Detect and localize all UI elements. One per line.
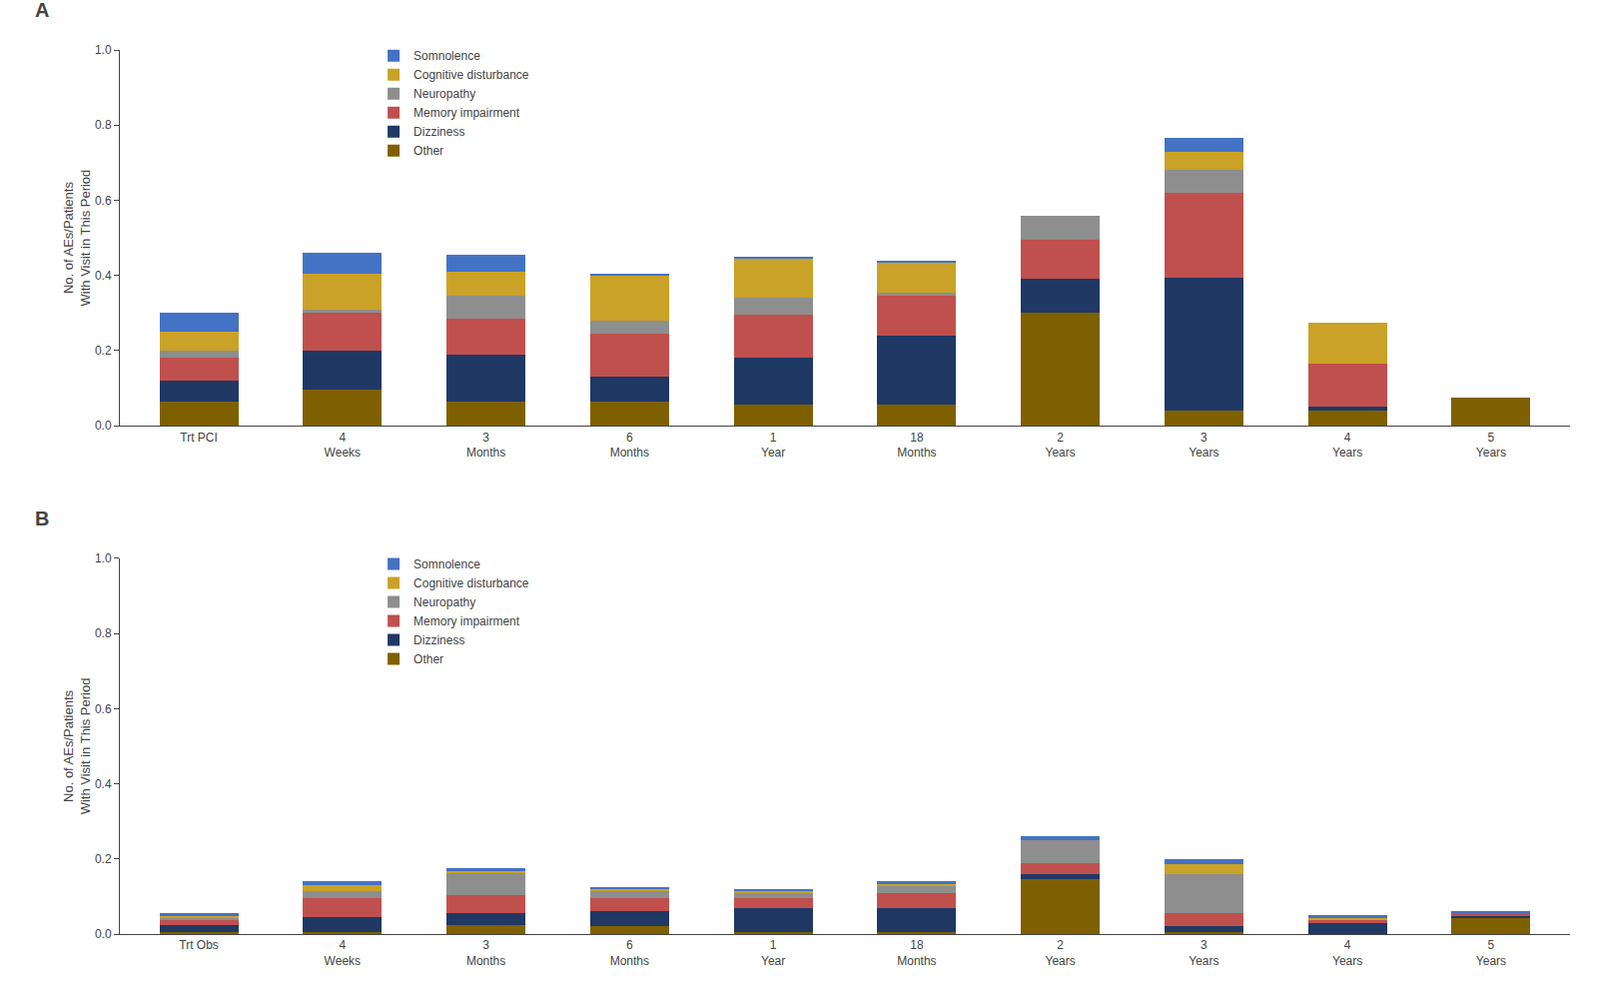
svg-text:Trt Obs: Trt Obs	[178, 937, 219, 952]
svg-text:5Years: 5Years	[1476, 430, 1507, 461]
svg-text:18Months: 18Months	[896, 430, 936, 461]
svg-text:1.0: 1.0	[94, 551, 112, 566]
svg-text:2Years: 2Years	[1045, 430, 1076, 461]
svg-text:0.8: 0.8	[94, 117, 112, 132]
svg-text:0.4: 0.4	[94, 777, 112, 792]
svg-text:4Weeks: 4Weeks	[324, 430, 361, 461]
svg-text:1.0: 1.0	[94, 42, 112, 57]
svg-text:6Months: 6Months	[610, 937, 650, 968]
svg-text:2Years: 2Years	[1045, 937, 1076, 968]
svg-text:1Year: 1Year	[761, 937, 786, 968]
svg-text:0.2: 0.2	[94, 343, 112, 358]
svg-text:Other: Other	[413, 143, 444, 158]
svg-text:Somnolence: Somnolence	[413, 557, 481, 572]
svg-text:Cognitive disturbance: Cognitive disturbance	[413, 67, 530, 82]
svg-text:3Years: 3Years	[1188, 430, 1219, 461]
svg-text:3Months: 3Months	[466, 430, 506, 461]
svg-text:18Months: 18Months	[896, 937, 936, 968]
svg-text:No. of AEs/PatientsWith Visit: No. of AEs/PatientsWith Visit in This Pe…	[60, 678, 93, 815]
svg-text:Memory impairment: Memory impairment	[413, 105, 521, 120]
svg-text:No. of AEs/PatientsWith Visit: No. of AEs/PatientsWith Visit in This Pe…	[60, 169, 93, 307]
svg-text:Memory impairment: Memory impairment	[413, 614, 521, 629]
svg-text:Neuropathy: Neuropathy	[413, 595, 476, 610]
svg-text:0.0: 0.0	[94, 926, 112, 941]
svg-text:0.6: 0.6	[94, 702, 112, 717]
svg-text:4Years: 4Years	[1332, 937, 1363, 968]
svg-text:Neuropathy: Neuropathy	[413, 86, 476, 101]
svg-text:1Year: 1Year	[761, 430, 786, 461]
svg-text:4Years: 4Years	[1332, 430, 1363, 461]
svg-text:0.0: 0.0	[94, 418, 112, 433]
svg-text:0.8: 0.8	[94, 626, 112, 641]
svg-text:6Months: 6Months	[610, 430, 650, 461]
svg-text:3Years: 3Years	[1188, 937, 1219, 968]
svg-text:Trt PCI: Trt PCI	[179, 430, 218, 445]
svg-text:Cognitive disturbance: Cognitive disturbance	[413, 576, 530, 591]
svg-text:Dizziness: Dizziness	[413, 633, 465, 648]
svg-text:0.6: 0.6	[94, 193, 112, 208]
svg-text:3Months: 3Months	[466, 937, 506, 968]
svg-text:0.2: 0.2	[94, 851, 112, 866]
svg-text:Somnolence: Somnolence	[413, 48, 481, 63]
svg-text:Dizziness: Dizziness	[413, 124, 465, 139]
svg-text:0.4: 0.4	[94, 268, 112, 283]
svg-text:B: B	[34, 507, 49, 530]
svg-text:5Years: 5Years	[1476, 937, 1507, 968]
svg-text:A: A	[34, 0, 49, 21]
svg-text:Other: Other	[413, 652, 444, 667]
svg-text:4Weeks: 4Weeks	[324, 937, 361, 968]
